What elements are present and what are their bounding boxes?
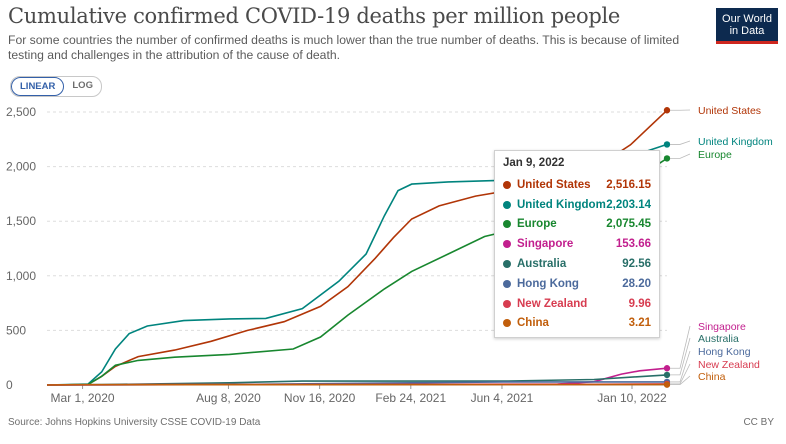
source-note[interactable]: Source: Johns Hopkins University CSSE CO… bbox=[8, 417, 261, 428]
tooltip-row: United States 2,516.15 bbox=[503, 175, 651, 195]
tooltip-series-value: 28.20 bbox=[622, 277, 651, 290]
tooltip-series-value: 2,075.45 bbox=[606, 218, 651, 231]
linear-scale-button[interactable]: LINEAR bbox=[11, 77, 65, 96]
series-end-label: United Kingdom bbox=[698, 136, 773, 148]
x-tick-label: Jun 4, 2021 bbox=[471, 391, 534, 405]
tooltip-series-name: New Zealand bbox=[517, 297, 588, 310]
owid-logo[interactable]: Our World in Data bbox=[716, 8, 778, 44]
series-end-point bbox=[663, 155, 671, 162]
y-tick-label: 1,000 bbox=[6, 269, 36, 283]
tooltip-series-value: 2,203.14 bbox=[606, 198, 651, 211]
label-leader-line bbox=[670, 325, 691, 369]
tooltip-series-name: China bbox=[517, 317, 549, 330]
tooltip-row: United Kingdom 2,203.14 bbox=[503, 195, 651, 215]
tooltip-series-name: Hong Kong bbox=[517, 277, 579, 290]
x-tick-label: Jan 10, 2022 bbox=[597, 391, 667, 405]
label-leader-line bbox=[670, 350, 691, 383]
logo-line-1: Our World bbox=[722, 13, 772, 25]
series-end-label: New Zealand bbox=[698, 359, 760, 371]
series-end-point bbox=[663, 381, 671, 388]
y-tick-label: 0 bbox=[6, 378, 13, 392]
y-tick-label: 2,500 bbox=[6, 105, 36, 119]
tooltip-date: Jan 9, 2022 bbox=[503, 157, 565, 169]
legend-dot-icon bbox=[503, 279, 511, 288]
series-end-point bbox=[663, 365, 671, 372]
y-tick-label: 1,500 bbox=[6, 214, 36, 228]
label-leader-line bbox=[670, 153, 691, 159]
tooltip-series-name: United States bbox=[517, 178, 591, 191]
tooltip-series-name: United Kingdom bbox=[517, 198, 606, 211]
tooltip-series-name: Australia bbox=[517, 258, 567, 271]
license-link[interactable]: CC BY bbox=[743, 417, 774, 428]
logo-line-2: in Data bbox=[729, 25, 765, 37]
x-tick-label: Aug 8, 2020 bbox=[196, 391, 261, 405]
x-tick-label: Nov 16, 2020 bbox=[284, 391, 356, 405]
tooltip-series-value: 92.56 bbox=[622, 258, 651, 271]
series-end-label: Australia bbox=[698, 333, 739, 345]
legend-dot-icon bbox=[503, 240, 511, 249]
x-tick-label: Mar 1, 2020 bbox=[51, 391, 115, 405]
tooltip-row: Australia 92.56 bbox=[503, 254, 651, 274]
label-leader-line bbox=[670, 363, 691, 385]
series-end-point bbox=[663, 107, 671, 114]
tooltip-series-value: 153.66 bbox=[615, 238, 651, 251]
x-tick-label: Feb 24, 2021 bbox=[375, 391, 446, 405]
series-end-label: Europe bbox=[698, 149, 732, 161]
tooltip-row: Singapore 153.66 bbox=[503, 234, 651, 254]
legend-dot-icon bbox=[503, 319, 511, 328]
series-end-point bbox=[663, 141, 671, 148]
label-leader-line bbox=[670, 337, 691, 376]
tooltip-series-value: 3.21 bbox=[628, 317, 651, 330]
tooltip-row: China 3.21 bbox=[503, 314, 651, 334]
y-tick-label: 500 bbox=[6, 323, 26, 337]
label-leader-line bbox=[670, 375, 691, 386]
series-end-label: China bbox=[698, 371, 726, 383]
legend-dot-icon bbox=[503, 299, 511, 308]
legend-dot-icon bbox=[503, 200, 511, 209]
legend-dot-icon bbox=[503, 220, 511, 229]
series-end-label: Singapore bbox=[698, 321, 746, 333]
series-end-label: Hong Kong bbox=[698, 346, 751, 358]
tooltip-row: New Zealand 9.96 bbox=[503, 294, 651, 314]
scale-toggle: LINEAR LOG bbox=[10, 76, 102, 97]
series-end-point bbox=[663, 371, 671, 379]
tooltip-series-name: Europe bbox=[517, 218, 557, 231]
tooltip-row: Hong Kong 28.20 bbox=[503, 274, 651, 294]
chart-title: Cumulative confirmed COVID-19 deaths per… bbox=[8, 4, 621, 28]
tooltip-series-name: Singapore bbox=[517, 238, 574, 251]
series-end-label: United States bbox=[698, 105, 761, 117]
hover-tooltip: Jan 9, 2022 United States 2,516.15 United … bbox=[494, 150, 660, 339]
log-scale-button[interactable]: LOG bbox=[72, 80, 93, 91]
chart-subtitle: For some countries the number of confirm… bbox=[8, 33, 680, 62]
tooltip-series-value: 2,516.15 bbox=[606, 178, 651, 191]
tooltip-row: Europe 2,075.45 bbox=[503, 215, 651, 235]
tooltip-series-value: 9.96 bbox=[628, 297, 651, 310]
legend-dot-icon bbox=[503, 260, 511, 269]
y-tick-label: 2,000 bbox=[6, 160, 36, 174]
legend-dot-icon bbox=[503, 180, 511, 189]
label-leader-line bbox=[670, 140, 691, 145]
